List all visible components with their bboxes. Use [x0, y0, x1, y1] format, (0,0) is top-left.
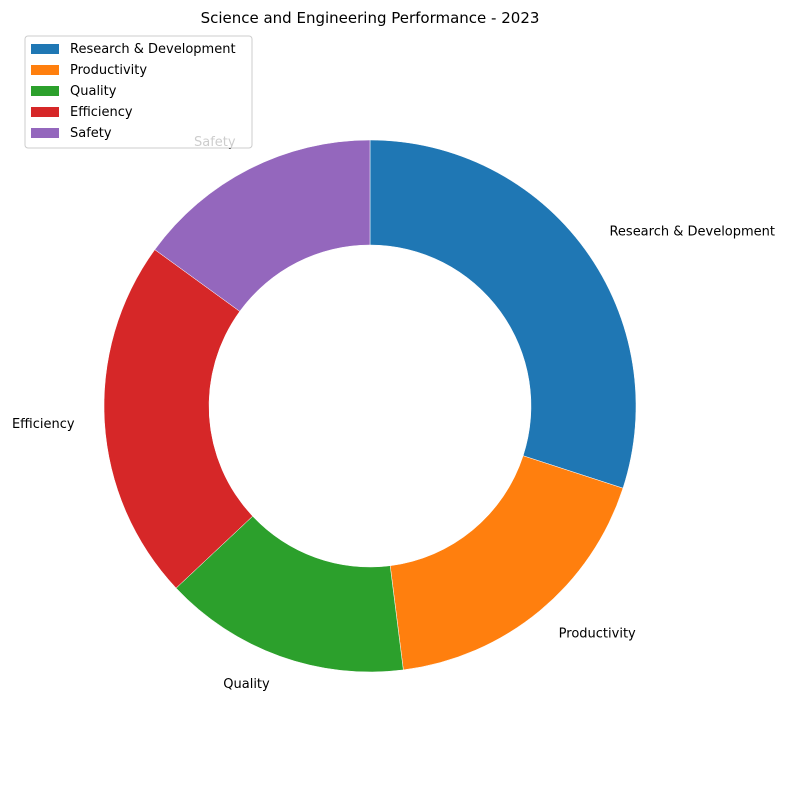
legend-label-productivity: Productivity	[70, 63, 147, 78]
slice-research-development	[370, 140, 636, 488]
legend-swatch-productivity	[31, 65, 59, 75]
legend-swatch-efficiency	[31, 107, 59, 117]
slice-label-efficiency: Efficiency	[12, 417, 75, 432]
legend-label-efficiency: Efficiency	[70, 105, 133, 120]
slice-label-productivity: Productivity	[559, 627, 636, 642]
slice-label-research-development: Research & Development	[609, 225, 775, 240]
legend-label-quality: Quality	[70, 84, 117, 99]
legend-swatch-research-development	[31, 44, 59, 54]
slice-label-quality: Quality	[223, 677, 270, 692]
legend-label-research-development: Research & Development	[70, 42, 236, 57]
legend-label-safety: Safety	[70, 126, 112, 141]
donut-slices	[104, 140, 636, 672]
chart-title: Science and Engineering Performance - 20…	[201, 9, 540, 27]
legend-swatch-quality	[31, 86, 59, 96]
legend: Research & Development Productivity Qualit…	[25, 36, 252, 148]
legend-swatch-safety	[31, 128, 59, 138]
